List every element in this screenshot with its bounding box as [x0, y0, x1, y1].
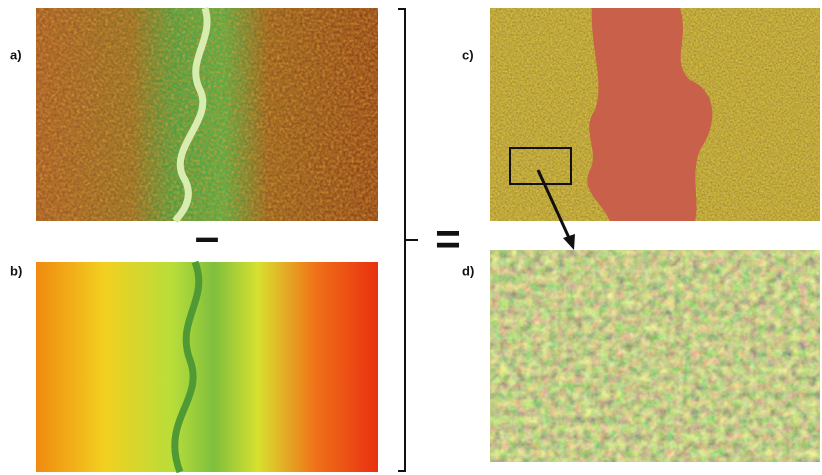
panel-c: c) [462, 8, 820, 221]
equals-sign: = [435, 215, 461, 264]
panel-d: d) [462, 250, 820, 462]
image-d-texture [490, 250, 820, 462]
bracket [398, 9, 418, 471]
panel-b: b) [10, 262, 378, 472]
figure: a) b) – = c) d) [0, 0, 822, 475]
minus-sign: – [195, 213, 219, 262]
panel-label: a) [10, 47, 22, 62]
panel-label: c) [462, 47, 474, 62]
arrow-head [563, 234, 575, 250]
image-b [36, 262, 378, 472]
panel-label: d) [462, 263, 474, 278]
panel-a: a) [10, 8, 378, 221]
panel-label: b) [10, 263, 22, 278]
